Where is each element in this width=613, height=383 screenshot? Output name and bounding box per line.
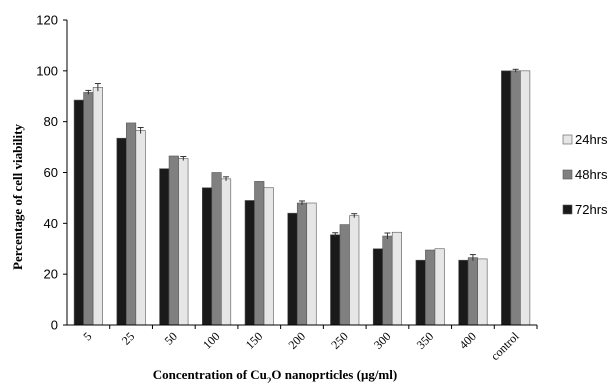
x-tick-label: 250 bbox=[328, 329, 351, 352]
x-axis-title-suffix: O nanopr​ticles (μg/ml) bbox=[271, 367, 397, 382]
bar-48hrs-200 bbox=[296, 202, 308, 326]
legend-label-24hrs: 24hrs bbox=[575, 132, 608, 147]
bar-72hrs-100 bbox=[201, 187, 213, 326]
bar-48hrs-control bbox=[510, 70, 521, 326]
x-axis-title: Concentration of Cu2O nanopr​ticles (μg/… bbox=[153, 367, 397, 383]
bars bbox=[73, 68, 531, 326]
y-tick-label: 100 bbox=[36, 63, 58, 78]
x-tick-label: 150 bbox=[243, 329, 266, 352]
y-tick-label: 40 bbox=[44, 216, 58, 231]
bar-24hrs-400 bbox=[477, 258, 488, 326]
x-tick-label: control bbox=[488, 329, 522, 363]
bar-48hrs-250 bbox=[339, 224, 350, 326]
y-tick-label: 80 bbox=[44, 114, 58, 129]
legend-swatch-72hrs bbox=[562, 204, 573, 215]
bar-72hrs-150 bbox=[244, 200, 255, 326]
bar-24hrs-100 bbox=[220, 178, 232, 326]
bar-24hrs-25 bbox=[135, 130, 146, 326]
x-tick-label: 400 bbox=[456, 329, 479, 352]
bar-72hrs-300 bbox=[372, 248, 384, 326]
y-axis-title: Percentage of cell viability bbox=[10, 124, 25, 270]
x-tick-label: 5 bbox=[80, 329, 94, 343]
bar-24hrs-50 bbox=[178, 158, 189, 326]
legend-label-72hrs: 72hrs bbox=[575, 202, 608, 217]
bar-24hrs-250 bbox=[349, 215, 360, 326]
bar-48hrs-400 bbox=[467, 257, 478, 326]
bar-24hrs-5 bbox=[92, 87, 103, 326]
x-tick-label: 300 bbox=[371, 329, 394, 352]
bar-72hrs-400 bbox=[458, 259, 469, 326]
bar-48hrs-300 bbox=[382, 235, 393, 326]
bar-72hrs-control bbox=[501, 70, 512, 326]
bar-24hrs-150 bbox=[263, 187, 274, 326]
x-tick-label: 200 bbox=[285, 329, 308, 352]
bar-72hrs-25 bbox=[116, 137, 127, 326]
bar-48hrs-150 bbox=[254, 181, 265, 326]
bar-72hrs-350 bbox=[415, 259, 426, 326]
y-tick-label: 120 bbox=[36, 13, 58, 28]
y-tick-label: 0 bbox=[51, 318, 58, 333]
bar-24hrs-200 bbox=[306, 202, 317, 326]
bar-24hrs-300 bbox=[391, 231, 403, 326]
x-tick-label: 350 bbox=[414, 329, 437, 352]
bar-48hrs-50 bbox=[168, 155, 179, 326]
legend: 24hrs 48hrs 72hrs bbox=[562, 132, 608, 217]
x-axis-title-prefix: Concentration of Cu bbox=[153, 367, 267, 382]
bar-48hrs-100 bbox=[211, 172, 222, 326]
bar-48hrs-25 bbox=[126, 122, 137, 326]
bar-48hrs-350 bbox=[425, 249, 436, 326]
x-tick-label: 25 bbox=[119, 329, 137, 347]
bar-72hrs-200 bbox=[287, 212, 298, 326]
x-tick-label: 100 bbox=[200, 329, 223, 352]
x-axis: 5 25 50 100 150 200 250 300 350 400 control bbox=[67, 324, 538, 363]
legend-swatch-24hrs bbox=[562, 134, 573, 145]
y-tick-label: 60 bbox=[44, 165, 58, 180]
legend-label-48hrs: 48hrs bbox=[575, 167, 608, 182]
legend-swatch-48hrs bbox=[562, 169, 573, 180]
bar-24hrs-350 bbox=[434, 248, 445, 326]
y-axis: 0 20 40 60 80 100 120 bbox=[36, 13, 68, 333]
y-tick-label: 20 bbox=[44, 267, 58, 282]
bar-72hrs-50 bbox=[159, 168, 170, 326]
bar-48hrs-5 bbox=[83, 92, 94, 326]
x-tick-label: 50 bbox=[162, 329, 180, 347]
x-axis-title-subscript: 2 bbox=[267, 376, 272, 383]
bar-72hrs-5 bbox=[73, 99, 84, 326]
bar-24hrs-control bbox=[520, 70, 531, 326]
bar-72hrs-250 bbox=[330, 234, 341, 326]
